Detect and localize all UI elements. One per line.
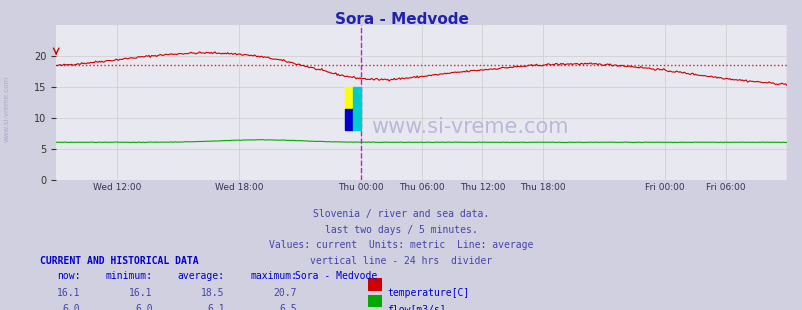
Text: 16.1: 16.1 [129,288,152,298]
Text: Thu 12:00: Thu 12:00 [459,183,504,192]
Text: 18.5: 18.5 [201,288,225,298]
Text: Values: current  Units: metric  Line: average: Values: current Units: metric Line: aver… [269,240,533,250]
Text: 6.1: 6.1 [207,304,225,310]
Text: Thu 18:00: Thu 18:00 [520,183,565,192]
Text: vertical line - 24 hrs  divider: vertical line - 24 hrs divider [310,256,492,266]
Text: last two days / 5 minutes.: last two days / 5 minutes. [325,225,477,235]
Text: 6.0: 6.0 [135,304,152,310]
Text: 6.0: 6.0 [63,304,80,310]
Text: maximum:: maximum: [249,271,297,281]
Text: Sora - Medvode: Sora - Medvode [295,271,377,281]
Text: www.si-vreme.com: www.si-vreme.com [371,117,568,137]
Text: www.si-vreme.com: www.si-vreme.com [3,75,10,142]
Text: temperature[C]: temperature[C] [387,288,468,298]
Text: Thu 06:00: Thu 06:00 [399,183,444,192]
Text: CURRENT AND HISTORICAL DATA: CURRENT AND HISTORICAL DATA [40,256,199,266]
Text: Fri 00:00: Fri 00:00 [645,183,684,192]
Text: Fri 06:00: Fri 06:00 [706,183,745,192]
Text: Sora - Medvode: Sora - Medvode [334,12,468,27]
Text: 16.1: 16.1 [57,288,80,298]
Bar [345,87,353,108]
Text: 20.7: 20.7 [273,288,297,298]
Text: Wed 18:00: Wed 18:00 [214,183,263,192]
Text: average:: average: [177,271,225,281]
Text: now:: now: [57,271,80,281]
Text: minimum:: minimum: [105,271,152,281]
Text: 6.5: 6.5 [279,304,297,310]
Text: Slovenia / river and sea data.: Slovenia / river and sea data. [313,209,489,219]
Text: Wed 12:00: Wed 12:00 [93,183,141,192]
Text: Thu 00:00: Thu 00:00 [338,183,383,192]
Bar [353,108,360,130]
Bar [345,108,353,130]
Text: flow[m3/s]: flow[m3/s] [387,304,445,310]
Bar [353,87,360,108]
